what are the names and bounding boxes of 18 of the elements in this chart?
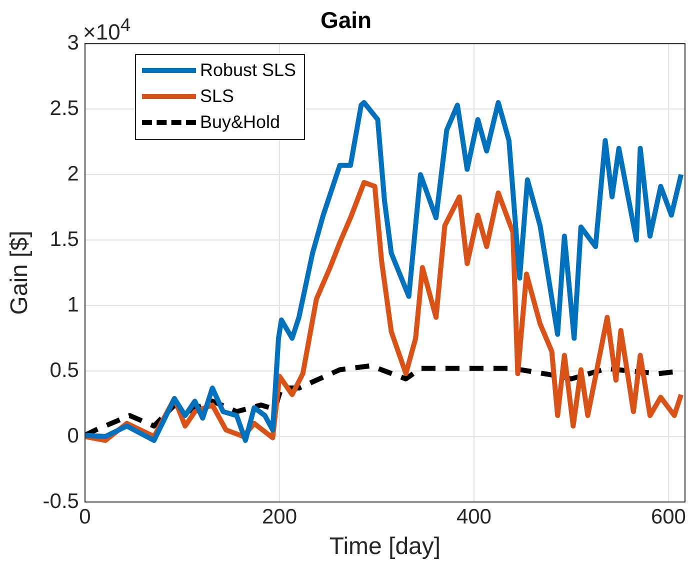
x-tick-label: 600 xyxy=(650,505,686,528)
x-tick-label: 200 xyxy=(262,505,297,528)
y-tick-label: 0.5 xyxy=(50,358,79,382)
x-tick-label: 400 xyxy=(456,505,492,528)
y-tick-label: 3 xyxy=(67,31,79,54)
x-axis-title: Time [day] xyxy=(329,533,441,560)
annotation: ×10$^{4}$ xyxy=(82,14,131,45)
y-tick-label: 1.5 xyxy=(50,228,79,251)
y-tick-label: -0.5 xyxy=(42,490,79,513)
y-tick-label: 2 xyxy=(67,162,79,186)
legend-label: Robust SLS xyxy=(200,60,296,82)
legend-label: SLS xyxy=(200,86,234,108)
y-tick-label: 1 xyxy=(67,293,79,316)
y-tick-label: 2.5 xyxy=(50,96,79,120)
y-axis-title: Gain [$] xyxy=(6,230,34,315)
y-tick-label: 0 xyxy=(67,424,79,448)
chart-title: Gain xyxy=(320,7,372,34)
legend-label: Buy&Hold xyxy=(200,112,280,134)
